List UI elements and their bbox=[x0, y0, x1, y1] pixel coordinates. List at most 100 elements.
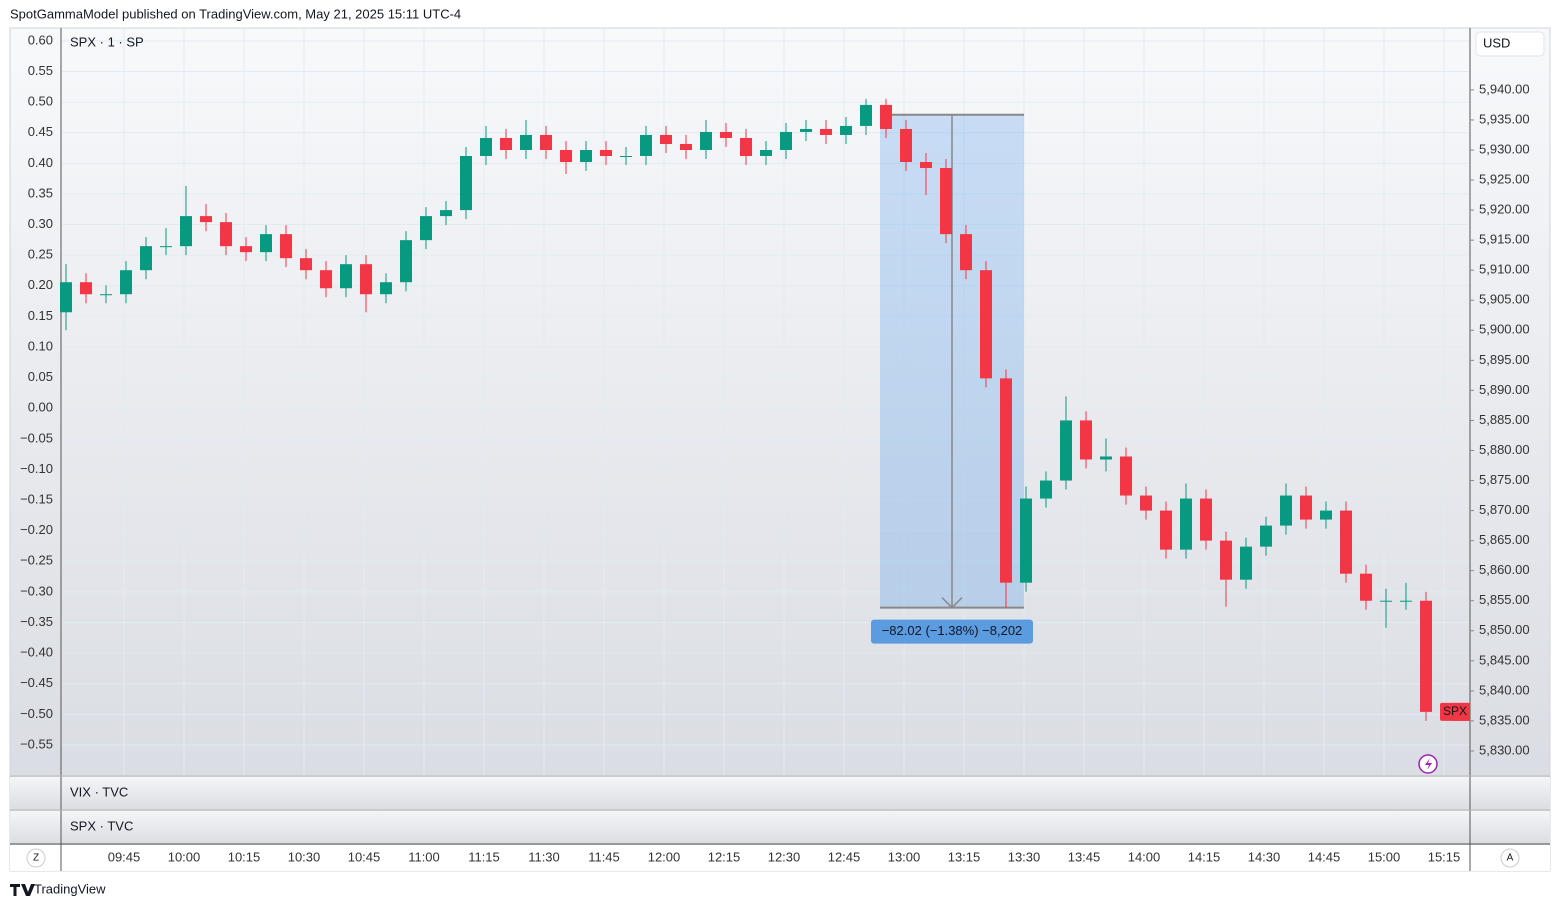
y-tick-label: 5,885.00 bbox=[1479, 412, 1530, 427]
y2-tick-label: −0.45 bbox=[20, 675, 53, 690]
y2-tick-label: 0.55 bbox=[28, 63, 53, 78]
candle-body bbox=[520, 134, 532, 150]
x-tick-label: 14:00 bbox=[1128, 849, 1161, 864]
y-tick-label: 5,915.00 bbox=[1479, 232, 1530, 247]
y2-tick-label: −0.15 bbox=[20, 492, 53, 507]
y2-tick-label: −0.20 bbox=[20, 522, 53, 537]
y2-tick-label: −0.25 bbox=[20, 553, 53, 568]
x-tick-label: 13:45 bbox=[1068, 849, 1101, 864]
y-tick-label: 5,890.00 bbox=[1479, 382, 1530, 397]
candle-body bbox=[1420, 600, 1432, 712]
tv-logo bbox=[10, 884, 35, 896]
y2-tick-label: 0.20 bbox=[28, 277, 53, 292]
y2-tick-label: −0.10 bbox=[20, 461, 53, 476]
currency-button[interactable] bbox=[1475, 31, 1545, 57]
x-tick-label: 13:15 bbox=[948, 849, 981, 864]
y-tick-label: 5,860.00 bbox=[1479, 562, 1530, 577]
candle-body bbox=[1240, 546, 1252, 580]
x-tick-label: 15:00 bbox=[1368, 849, 1401, 864]
y-tick-label: 5,830.00 bbox=[1479, 742, 1530, 757]
candle-body bbox=[1020, 498, 1032, 583]
candle-body bbox=[680, 143, 692, 150]
candle-body bbox=[1340, 510, 1352, 574]
y2-tick-label: 0.60 bbox=[28, 32, 53, 47]
y-tick-label: 5,930.00 bbox=[1479, 141, 1530, 156]
candle-body bbox=[960, 234, 972, 271]
candle-body bbox=[1100, 456, 1112, 460]
candle-body bbox=[580, 149, 592, 163]
x-tick-label: 12:45 bbox=[828, 849, 861, 864]
y2-tick-label: 0.10 bbox=[28, 338, 53, 353]
candle-body bbox=[700, 131, 712, 150]
candle-body bbox=[1160, 510, 1172, 550]
last-price-tag bbox=[1440, 702, 1470, 721]
y-tick-label: 5,895.00 bbox=[1479, 352, 1530, 367]
candle-body bbox=[480, 137, 492, 157]
y2-tick-label: −0.30 bbox=[20, 583, 53, 598]
x-tick-label: 12:30 bbox=[768, 849, 801, 864]
y2-tick-label: 0.00 bbox=[28, 400, 53, 415]
header: SpotGammaModel published on TradingView.… bbox=[10, 6, 461, 21]
y-tick-label: 5,850.00 bbox=[1479, 622, 1530, 637]
candle-body bbox=[880, 104, 892, 129]
candle-body bbox=[420, 216, 432, 241]
pane-label: VIX · TVC bbox=[70, 784, 128, 799]
candle-body bbox=[860, 104, 872, 126]
candle-body bbox=[360, 264, 372, 295]
candle-body bbox=[900, 128, 912, 163]
candle-body bbox=[400, 240, 412, 283]
chart-title: SPX · 1 · SP bbox=[70, 34, 144, 49]
y-tick-label: 5,900.00 bbox=[1479, 322, 1530, 337]
candle-body bbox=[820, 128, 832, 135]
candle-body bbox=[460, 156, 472, 211]
y-tick-label: 5,870.00 bbox=[1479, 502, 1530, 517]
candle-body bbox=[540, 134, 552, 150]
x-tick-label: 10:00 bbox=[168, 849, 201, 864]
candle-body bbox=[1000, 378, 1012, 583]
candle-body bbox=[980, 270, 992, 379]
candle-body bbox=[800, 128, 812, 132]
candle-body bbox=[440, 210, 452, 217]
candle-body bbox=[1300, 495, 1312, 520]
x-tick-label: 11:45 bbox=[588, 849, 620, 864]
x-tick-label: 14:30 bbox=[1248, 849, 1281, 864]
measure-arrow-head bbox=[941, 597, 963, 609]
candle-body bbox=[1360, 573, 1372, 601]
chart-frame bbox=[9, 27, 1551, 872]
candle-body bbox=[920, 162, 932, 169]
time-axis bbox=[10, 845, 1550, 871]
x-tick-label: 14:45 bbox=[1308, 849, 1341, 864]
y-tick-label: 5,940.00 bbox=[1479, 81, 1530, 96]
y2-tick-label: 0.35 bbox=[28, 185, 53, 200]
y-tick-label: 5,845.00 bbox=[1479, 652, 1530, 667]
x-tick-label: 10:45 bbox=[348, 849, 381, 864]
candle-body bbox=[100, 294, 112, 296]
x-tick-label: 11:00 bbox=[408, 849, 440, 864]
candle-body bbox=[140, 246, 152, 271]
y2-tick-label: 0.30 bbox=[28, 216, 53, 231]
currency[interactable]: USD bbox=[1483, 35, 1510, 50]
candle-body bbox=[160, 246, 172, 248]
zoom-button[interactable] bbox=[26, 848, 46, 868]
x-tick-label: 09:45 bbox=[108, 849, 141, 864]
candle-body bbox=[760, 149, 772, 157]
auto-button-label[interactable]: A bbox=[1507, 853, 1514, 864]
y2-tick-label: 0.25 bbox=[28, 247, 53, 262]
candle-body bbox=[120, 270, 132, 295]
candle-body bbox=[1320, 510, 1332, 520]
candle-body bbox=[320, 270, 332, 289]
zoom-button-label[interactable]: Z bbox=[33, 853, 39, 864]
measure-label-bg bbox=[871, 619, 1033, 644]
x-tick-label: 10:30 bbox=[288, 849, 321, 864]
candle-body bbox=[720, 131, 732, 138]
last-price-label: SPX bbox=[1443, 704, 1467, 718]
candle-body bbox=[1220, 540, 1232, 580]
candle-body bbox=[640, 134, 652, 157]
candle-body bbox=[1200, 498, 1212, 541]
auto-button[interactable] bbox=[1500, 848, 1520, 868]
candle-body bbox=[620, 156, 632, 158]
candle-body bbox=[1060, 420, 1072, 481]
y-tick-label: 5,855.00 bbox=[1479, 592, 1530, 607]
candle-body bbox=[380, 282, 392, 295]
candle-body bbox=[200, 216, 212, 223]
